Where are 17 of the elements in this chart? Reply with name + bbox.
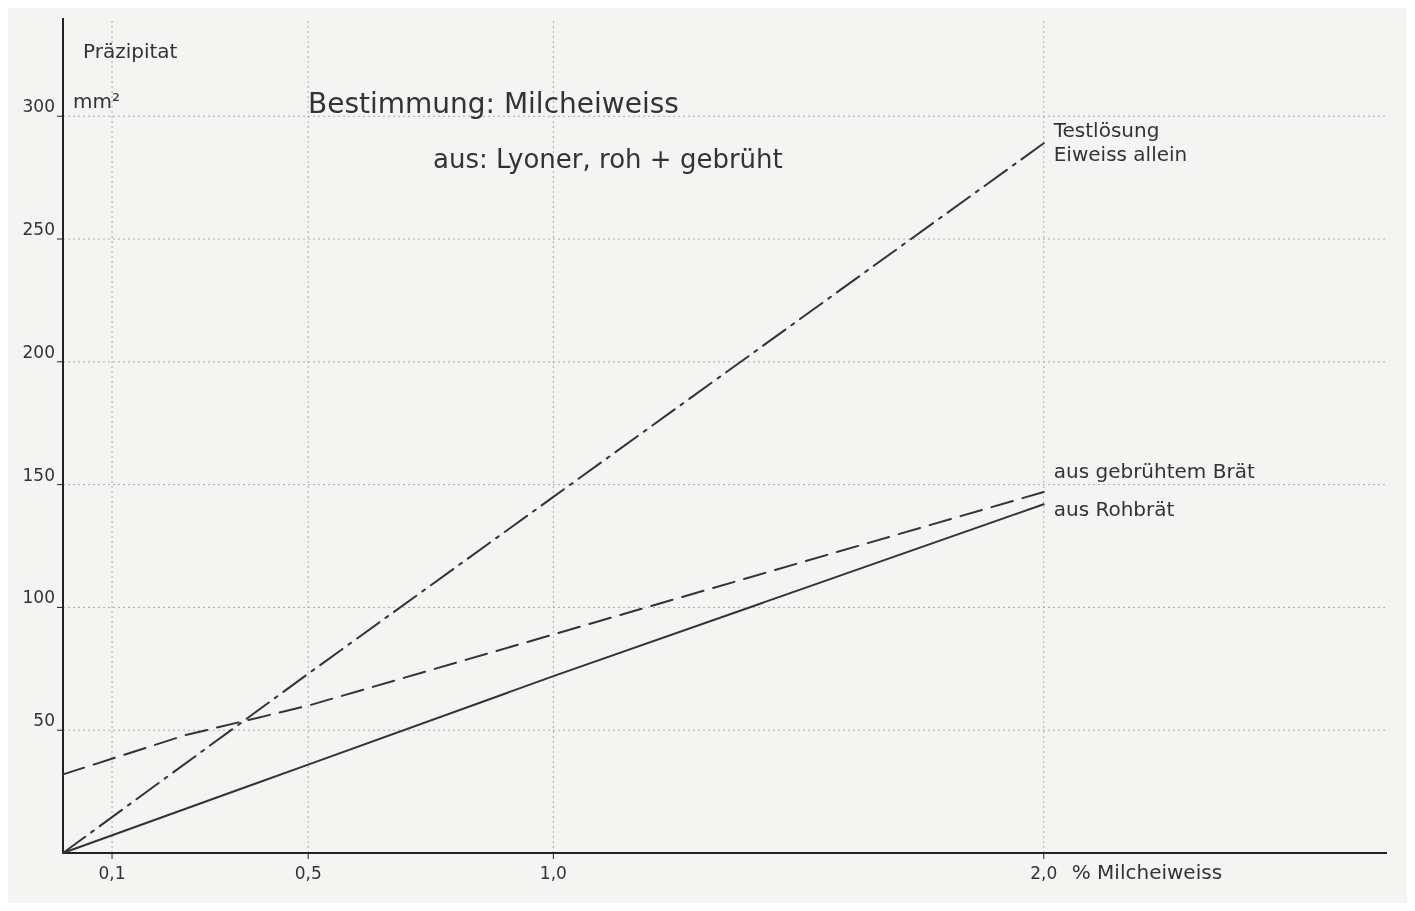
text: Präzipitat mm² xyxy=(73,39,178,113)
x-tick-label: 2,0 xyxy=(1030,863,1058,883)
y-tick-label: 150 xyxy=(22,464,55,485)
y-tick-label: 300 xyxy=(22,96,55,117)
y-tick-label: 200 xyxy=(22,341,55,362)
text: aus: Lyoner, roh + gebrüht xyxy=(433,144,783,174)
y-tick-label: 50 xyxy=(33,710,55,731)
series-label: aus Rohbrät xyxy=(1053,497,1175,522)
series-label: Testlösung Eiweiss allein xyxy=(1052,118,1188,167)
x-tick-label: 1,0 xyxy=(539,863,567,883)
y-tick-label: 250 xyxy=(22,219,55,240)
text: Bestimmung: Milcheiweiss xyxy=(308,87,679,120)
x-tick-label: 0,5 xyxy=(294,863,322,883)
x-axis-title: % Milcheiweiss xyxy=(1071,860,1223,884)
x-tick-label: 0,1 xyxy=(98,863,126,883)
series-label: aus gebrühtem Brät xyxy=(1053,458,1255,483)
y-tick-label: 100 xyxy=(22,587,55,608)
